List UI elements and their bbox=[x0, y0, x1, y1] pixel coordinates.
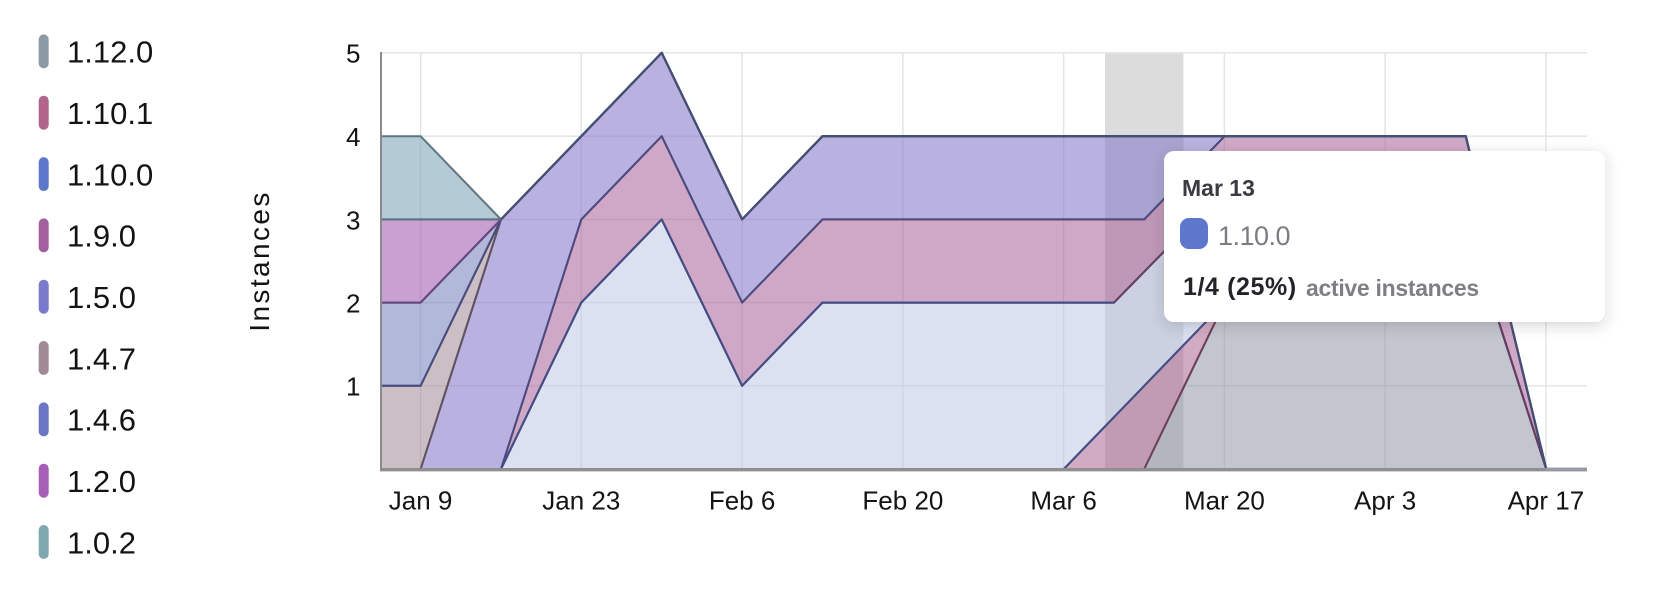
svg-text:1.12.0: 1.12.0 bbox=[67, 35, 153, 70]
svg-text:1/4 (25%): 1/4 (25%) bbox=[1183, 273, 1297, 301]
svg-text:Mar 6: Mar 6 bbox=[1030, 486, 1096, 516]
svg-text:1.10.0: 1.10.0 bbox=[67, 157, 153, 192]
svg-text:Mar 13: Mar 13 bbox=[1182, 175, 1255, 201]
svg-text:1: 1 bbox=[346, 372, 360, 402]
svg-text:1.9.0: 1.9.0 bbox=[67, 219, 136, 254]
svg-text:Instances: Instances bbox=[244, 190, 275, 331]
svg-text:1.4.6: 1.4.6 bbox=[67, 403, 136, 438]
svg-text:3: 3 bbox=[346, 205, 360, 235]
svg-text:2: 2 bbox=[346, 289, 360, 319]
svg-text:1.10.1: 1.10.1 bbox=[67, 96, 153, 131]
svg-text:4: 4 bbox=[346, 122, 360, 152]
svg-text:1.5.0: 1.5.0 bbox=[67, 280, 136, 315]
svg-text:1.10.0: 1.10.0 bbox=[1218, 221, 1290, 251]
svg-text:Jan 9: Jan 9 bbox=[389, 486, 453, 516]
svg-text:Apr 3: Apr 3 bbox=[1354, 486, 1416, 516]
svg-text:1.0.2: 1.0.2 bbox=[67, 525, 136, 560]
svg-text:Jan 23: Jan 23 bbox=[542, 486, 620, 516]
svg-text:Feb 6: Feb 6 bbox=[709, 486, 776, 516]
svg-text:1.4.7: 1.4.7 bbox=[67, 341, 136, 376]
svg-text:5: 5 bbox=[346, 39, 360, 69]
svg-text:1.2.0: 1.2.0 bbox=[67, 464, 136, 499]
svg-text:Mar 20: Mar 20 bbox=[1184, 486, 1265, 516]
svg-text:Feb 20: Feb 20 bbox=[862, 486, 943, 516]
svg-text:active instances: active instances bbox=[1306, 275, 1479, 301]
svg-text:Apr 17: Apr 17 bbox=[1508, 486, 1585, 516]
